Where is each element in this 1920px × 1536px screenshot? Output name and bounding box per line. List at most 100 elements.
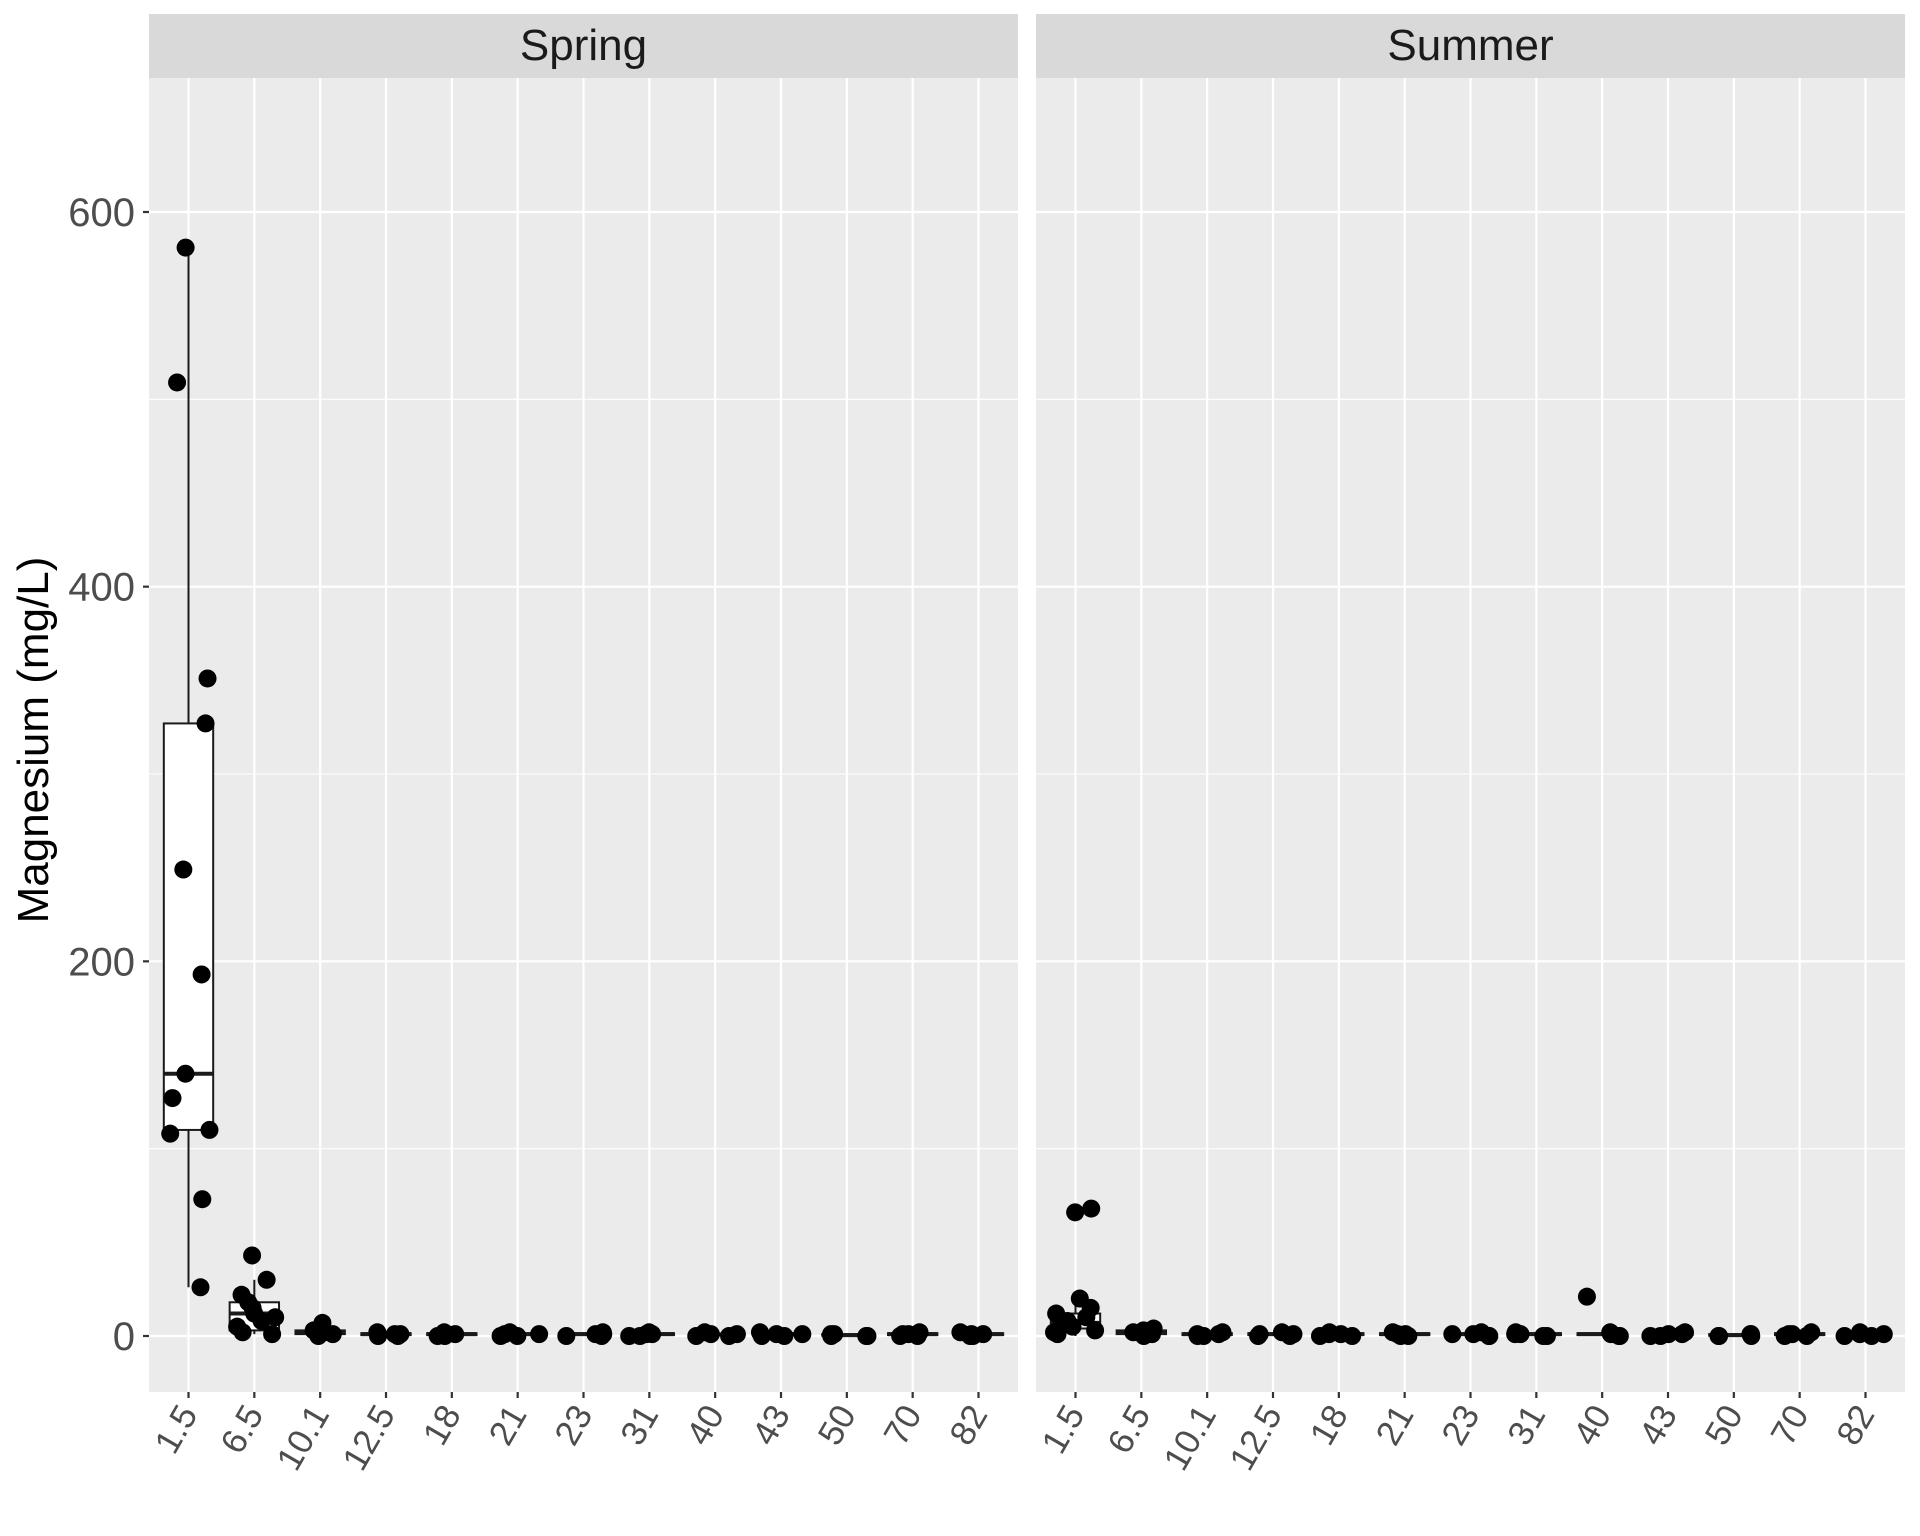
y-axis: 0 200 400 600 bbox=[68, 191, 149, 1359]
box-iqr bbox=[162, 722, 215, 1131]
data-point bbox=[1280, 1327, 1299, 1345]
data-point bbox=[775, 1327, 794, 1345]
facet-strip-label: Summer bbox=[1387, 21, 1553, 70]
data-point bbox=[428, 1327, 447, 1345]
x-tick-label: 40 bbox=[679, 1399, 732, 1452]
data-point bbox=[592, 1327, 611, 1345]
x-tick-label: 12.5 bbox=[335, 1399, 403, 1477]
data-point bbox=[687, 1327, 706, 1345]
data-point bbox=[557, 1327, 576, 1345]
data-point bbox=[701, 1325, 720, 1344]
x-tick-label: 50 bbox=[1698, 1399, 1751, 1452]
x-tick-label: 6.5 bbox=[213, 1399, 271, 1461]
data-point bbox=[1048, 1325, 1067, 1344]
data-point bbox=[1641, 1327, 1660, 1345]
data-point bbox=[491, 1327, 510, 1345]
data-point bbox=[1479, 1327, 1498, 1345]
data-point bbox=[1086, 1321, 1105, 1340]
data-point bbox=[1310, 1327, 1329, 1345]
data-point bbox=[1742, 1327, 1761, 1345]
facet-strip bbox=[149, 14, 1018, 78]
data-point bbox=[530, 1325, 549, 1344]
data-point bbox=[1188, 1327, 1207, 1345]
data-point bbox=[174, 860, 193, 879]
data-point bbox=[1343, 1327, 1362, 1345]
data-point bbox=[908, 1327, 927, 1345]
data-point bbox=[1673, 1325, 1692, 1344]
data-point bbox=[176, 238, 195, 257]
data-point bbox=[163, 1089, 182, 1108]
data-point bbox=[1134, 1327, 1153, 1345]
x-tick-label: 23 bbox=[1434, 1399, 1487, 1452]
x-tick-label: 10.1 bbox=[269, 1399, 337, 1477]
x-tick-label: 43 bbox=[745, 1399, 798, 1452]
data-point bbox=[196, 714, 215, 733]
panel-spring: Spring 1.5 6.510.112.5 18 21 23 31 40 43 50 70 82 bbox=[147, 14, 1018, 1477]
data-point bbox=[323, 1325, 342, 1344]
x-tick-label: 40 bbox=[1566, 1399, 1619, 1452]
data-point bbox=[198, 669, 217, 688]
x-tick-label: 31 bbox=[613, 1399, 666, 1452]
data-point bbox=[1464, 1325, 1483, 1344]
data-point bbox=[263, 1325, 282, 1344]
data-point bbox=[1399, 1327, 1418, 1345]
x-tick-label: 43 bbox=[1632, 1399, 1685, 1452]
y-tick-label: 400 bbox=[68, 566, 135, 610]
x-tick-label: 82 bbox=[1829, 1399, 1882, 1452]
data-point bbox=[1511, 1325, 1530, 1344]
data-point bbox=[857, 1327, 876, 1345]
data-point bbox=[961, 1327, 980, 1345]
x-tick-label: 82 bbox=[942, 1399, 995, 1452]
x-tick-label: 6.5 bbox=[1100, 1399, 1158, 1461]
data-point bbox=[1862, 1327, 1881, 1345]
data-point bbox=[1077, 1308, 1096, 1327]
y-axis-title: Magnesium (mg/L) bbox=[9, 557, 58, 924]
x-tick-label: 70 bbox=[876, 1399, 929, 1452]
data-point bbox=[1209, 1325, 1228, 1344]
data-point bbox=[176, 1064, 195, 1083]
y-tick-label: 600 bbox=[68, 191, 135, 235]
x-tick-label: 21 bbox=[1368, 1399, 1421, 1452]
panel-summer: Summer 1.5 6.510.112.5 18 21 23 31 40 43 50 70 82 bbox=[1034, 14, 1905, 1477]
x-tick-label: 18 bbox=[416, 1399, 469, 1452]
data-point bbox=[200, 1120, 219, 1139]
data-point bbox=[388, 1327, 407, 1345]
x-tick-label: 10.1 bbox=[1156, 1399, 1224, 1477]
data-point bbox=[1063, 1317, 1082, 1336]
x-tick-label: 50 bbox=[811, 1399, 864, 1452]
x-tick-label: 12.5 bbox=[1222, 1399, 1290, 1477]
x-tick-label: 1.5 bbox=[1034, 1399, 1092, 1461]
data-point bbox=[192, 965, 211, 984]
data-point bbox=[257, 1270, 276, 1289]
data-point bbox=[1709, 1327, 1728, 1345]
data-point bbox=[1249, 1327, 1268, 1345]
data-point bbox=[822, 1327, 841, 1345]
data-point bbox=[266, 1308, 285, 1327]
data-point bbox=[309, 1327, 328, 1345]
data-point bbox=[793, 1325, 812, 1344]
x-tick-label: 21 bbox=[481, 1399, 534, 1452]
data-point bbox=[1577, 1287, 1596, 1306]
facet-strip bbox=[1036, 14, 1905, 78]
data-point bbox=[1066, 1203, 1085, 1222]
data-point bbox=[233, 1323, 252, 1342]
data-point bbox=[161, 1124, 180, 1143]
data-point bbox=[508, 1327, 527, 1345]
data-point bbox=[243, 1246, 262, 1265]
data-point bbox=[1797, 1327, 1816, 1345]
data-point bbox=[1610, 1327, 1629, 1345]
data-point bbox=[1082, 1199, 1101, 1218]
data-point bbox=[1835, 1327, 1854, 1345]
data-point bbox=[252, 1312, 271, 1331]
data-point bbox=[752, 1327, 771, 1345]
data-point bbox=[1443, 1325, 1462, 1344]
data-point bbox=[191, 1278, 210, 1297]
x-tick-label: 70 bbox=[1763, 1399, 1816, 1452]
data-point bbox=[1775, 1327, 1794, 1345]
data-point bbox=[1537, 1327, 1556, 1345]
x-tick-label: 23 bbox=[547, 1399, 600, 1452]
x-tick-label: 31 bbox=[1500, 1399, 1553, 1452]
y-tick-label: 0 bbox=[113, 1315, 135, 1359]
